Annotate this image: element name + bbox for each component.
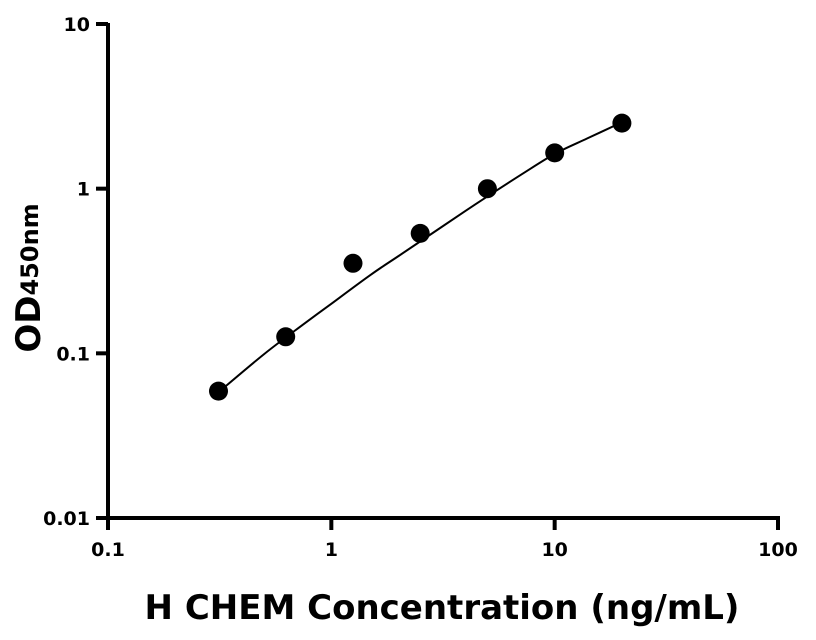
x-tick-label: 10 [541,539,567,561]
data-point [343,253,363,273]
y-tick-label: 10 [64,14,90,36]
fit-curve [217,121,623,394]
y-tick-label: 0.01 [43,508,90,530]
data-point [276,327,296,347]
axes [96,22,780,530]
data-points-layer [209,113,632,401]
y-axis-title-main: OD [9,296,49,353]
x-tick-label: 0.1 [91,539,125,561]
y-tick-label: 0.1 [56,343,90,365]
y-axis-title: OD450nm [9,203,49,352]
data-point [545,143,565,163]
data-point [209,381,228,401]
fit-curve-layer [217,121,623,394]
data-point [410,223,430,243]
data-point [612,113,632,133]
y-axis-title-subscript: 450nm [16,203,44,295]
data-point [477,179,497,199]
x-axis-title: H CHEM Concentration (ng/mL) [145,588,740,628]
x-tick-label: 100 [758,539,798,561]
x-tick-label: 1 [325,539,338,561]
y-tick-label: 1 [77,179,90,201]
